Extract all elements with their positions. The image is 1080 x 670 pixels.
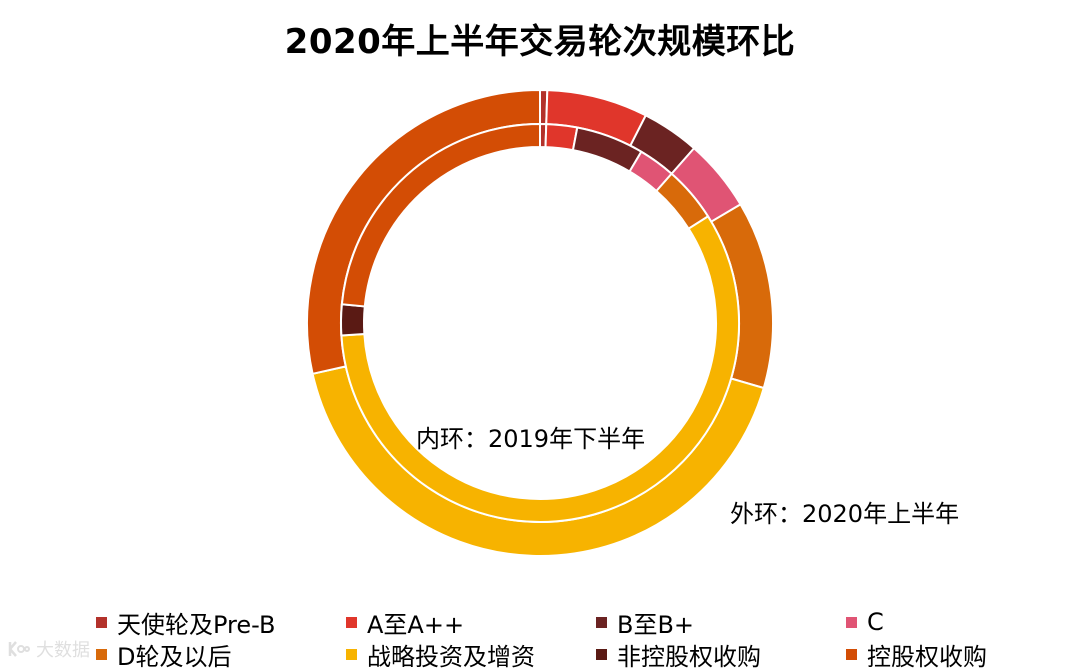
legend-swatch-strategic — [346, 648, 357, 660]
chart-title: 2020年上半年交易轮次规模环比 — [284, 22, 796, 62]
legend-swatch-angel — [96, 616, 107, 628]
inner-ring-label: 内环：2019年下半年 — [416, 425, 646, 453]
legend-swatch-minority-acquisition — [596, 648, 607, 660]
watermark-text: 大数据 — [36, 640, 90, 661]
chart-legend: 天使轮及Pre-B A至A++ B至B+ C D轮及以后 战略投资及增资 非控股… — [96, 606, 1056, 670]
legend-item-b-round: B至B+ — [596, 606, 846, 639]
legend-swatch-control-acquisition — [846, 648, 857, 660]
inner-ring-slice-1 — [544, 123, 579, 152]
legend-label-d-round: D轮及以后 — [117, 642, 232, 670]
legend-item-strategic: 战略投资及增资 — [346, 638, 596, 670]
watermark-logo-icon — [8, 641, 30, 657]
inner-ring-slice-7 — [340, 122, 541, 308]
legend-item-d-round: D轮及以后 — [96, 638, 346, 670]
legend-swatch-d-round — [96, 648, 107, 660]
legend-item-angel: 天使轮及Pre-B — [96, 606, 346, 639]
legend-label-minority-acquisition: 非控股权收购 — [617, 642, 761, 670]
inner-ring-slice-6 — [340, 303, 366, 337]
legend-label-angel: 天使轮及Pre-B — [117, 610, 276, 639]
legend-label-b-round: B至B+ — [617, 610, 695, 639]
legend-item-control-acquisition: 控股权收购 — [846, 638, 1056, 670]
legend-label-strategic: 战略投资及增资 — [367, 642, 535, 670]
legend-item-minority-acquisition: 非控股权收购 — [596, 638, 846, 670]
outer-ring-label: 外环：2020年上半年 — [730, 500, 960, 528]
legend-item-c-round: C — [846, 606, 1056, 638]
legend-swatch-c-round — [846, 616, 857, 628]
legend-label-a-round: A至A++ — [367, 610, 465, 639]
legend-label-c-round: C — [867, 608, 884, 636]
legend-swatch-b-round — [596, 616, 607, 628]
legend-swatch-a-round — [346, 616, 357, 628]
watermark: 大数据 — [6, 636, 90, 662]
legend-label-control-acquisition: 控股权收购 — [867, 642, 987, 670]
legend-item-a-round: A至A++ — [346, 606, 596, 639]
